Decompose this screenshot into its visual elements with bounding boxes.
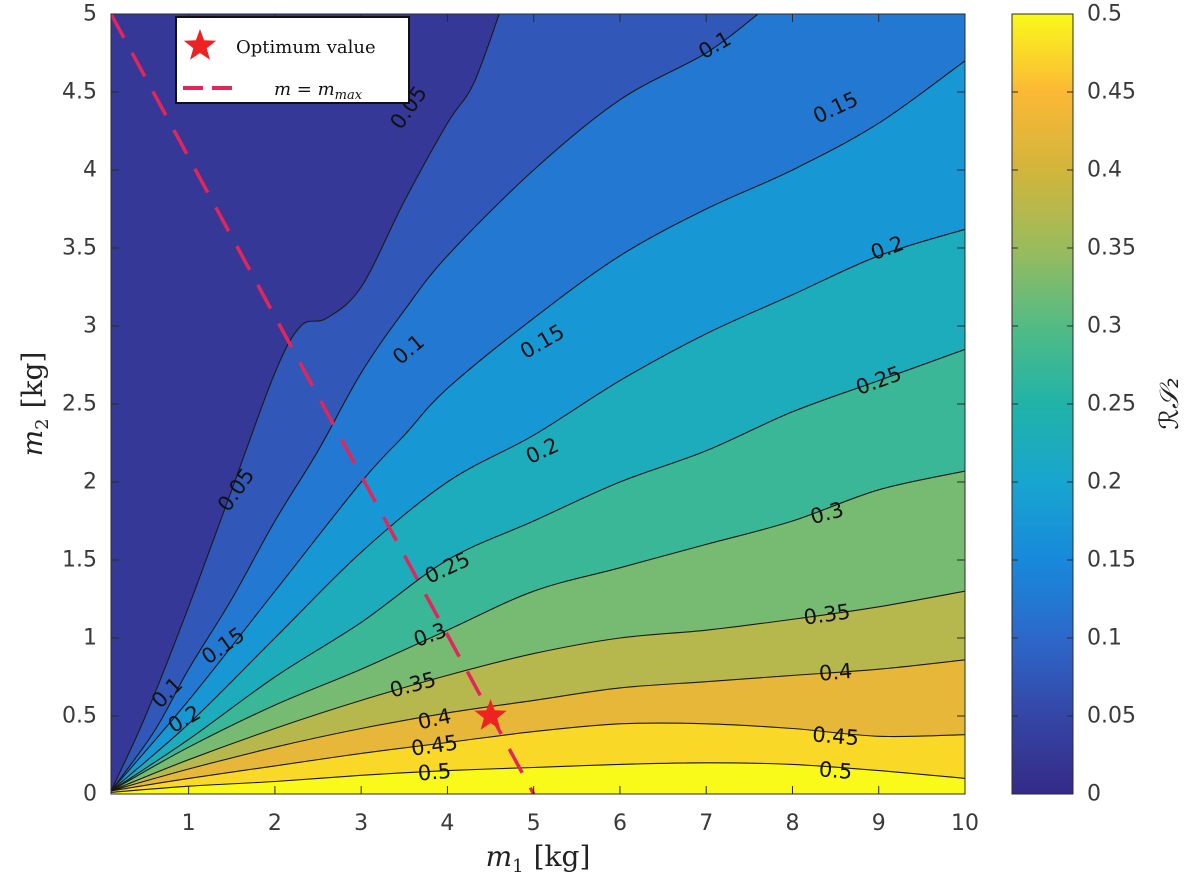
colorbar-tick-label: 0 [1087, 782, 1101, 807]
colorbar-tick-label: 0.35 [1087, 236, 1136, 261]
legend-star-icon [183, 29, 217, 60]
contour-fills [111, 14, 965, 794]
contour-line-0.05 [111, 14, 500, 792]
colorbar-tick-label: 0.3 [1087, 314, 1122, 339]
y-tick-label: 2.5 [62, 392, 97, 417]
x-tick-label: 8 [785, 811, 799, 836]
x-tick-label: 6 [613, 811, 627, 836]
y-tick-label: 0.5 [62, 704, 97, 729]
x-tick-label: 10 [951, 811, 979, 836]
x-axis-sub: 1 [512, 856, 523, 877]
y-tick-label: 5 [83, 2, 97, 27]
y-axis-ticks: 0 0.5 1 1.5 2 2.5 3 3.5 4 4.5 5 [62, 2, 965, 807]
y-tick-label: 3 [83, 314, 97, 339]
x-tick-label: 9 [872, 811, 886, 836]
colorbar-tick-label: 0.4 [1087, 158, 1122, 183]
contour-label: 0.45 [811, 722, 860, 750]
x-tick-label: 3 [354, 811, 368, 836]
legend: Optimum value m = mmax [175, 16, 410, 104]
colorbar-ticks: 0 0.05 0.1 0.15 0.2 0.25 0.3 0.35 0.4 0.45 0.5 [1012, 2, 1136, 807]
m-max-dashed-line [111, 14, 536, 794]
colorbar-tick-label: 0.15 [1087, 548, 1136, 573]
contour-line-0.25 [111, 348, 965, 792]
legend-label-optimum: Optimum value [236, 37, 376, 58]
x-tick-label: 1 [182, 811, 196, 836]
legend-mmax-main: m = m [274, 79, 335, 100]
y-tick-label: 3.5 [62, 236, 97, 261]
contour-line-0.5 [111, 762, 965, 793]
x-axis-title: m1 [kg] [486, 840, 591, 877]
colorbar-tick-label: 0.5 [1087, 2, 1122, 27]
contour-label: 0.5 [417, 759, 452, 786]
colorbar-gradient [1011, 13, 1074, 795]
y-axis-var: m [16, 430, 49, 457]
x-axis-var: m [486, 840, 513, 873]
x-tick-label: 5 [527, 811, 541, 836]
contour-line-0.35 [111, 590, 965, 792]
y-tick-label: 4.5 [62, 80, 97, 105]
colorbar-tick-label: 0.25 [1087, 392, 1136, 417]
y-axis-unit: [kg] [16, 352, 49, 409]
fill-level-10 [111, 762, 965, 794]
optimum-marker [474, 699, 507, 730]
y-tick-label: 1.5 [62, 548, 97, 573]
contour-line-0.45 [111, 722, 965, 792]
x-axis-ticks: 1 2 3 4 5 6 7 8 9 10 [182, 14, 979, 836]
x-tick-label: 4 [440, 811, 454, 836]
legend-mmax-sub: max [335, 88, 363, 103]
y-tick-label: 4 [83, 158, 97, 183]
colorbar-tick-label: 0.05 [1087, 704, 1136, 729]
colorbar-tick-label: 0.1 [1087, 626, 1122, 651]
m-max-line [111, 14, 536, 794]
contour-line-0.2 [111, 228, 965, 792]
y-tick-label: 1 [83, 626, 97, 651]
contour-line-0.3 [111, 470, 965, 792]
x-axis-unit: [kg] [534, 840, 591, 873]
contour-label: 0.4 [818, 659, 853, 686]
y-tick-label: 0 [83, 782, 97, 807]
optimum-star [474, 699, 507, 730]
x-tick-label: 2 [268, 811, 282, 836]
contour-line-0.4 [111, 659, 965, 792]
colorbar-title: ℛ𝒮₂ [1155, 378, 1185, 429]
contour-line-0.15 [111, 60, 965, 792]
y-axis-title: m2 [kg] [16, 352, 53, 457]
contour-label: 0.5 [818, 757, 853, 784]
colorbar-tick-label: 0.2 [1087, 470, 1122, 495]
y-axis-sub: 2 [32, 418, 53, 429]
x-tick-label: 7 [699, 811, 713, 836]
colorbar-tick-label: 0.45 [1087, 80, 1136, 105]
contour-lines [111, 14, 965, 793]
colorbar: 0 0.05 0.1 0.15 0.2 0.25 0.3 0.35 0.4 0.45 0.5 ℛ𝒮₂ [1011, 2, 1185, 807]
legend-label-mmax: m = mmax [274, 79, 363, 103]
contour-line-0.1 [111, 14, 759, 792]
y-tick-label: 2 [83, 470, 97, 495]
